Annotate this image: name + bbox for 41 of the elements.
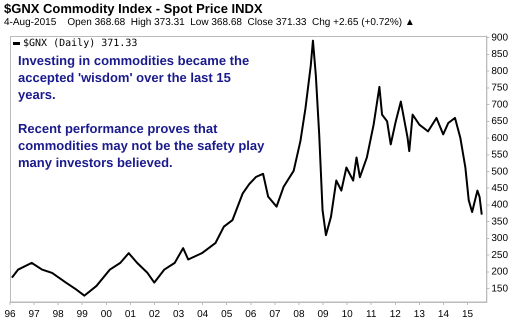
- x-tick-label: 00: [100, 308, 112, 320]
- y-tick-label: 800: [491, 66, 508, 77]
- annotation: Investing in commodities became the accepted 'wisdom' over the last 15 years.: [18, 52, 250, 103]
- y-tick-label: 450: [491, 182, 508, 194]
- y-tick-label: 150: [491, 283, 508, 294]
- y-tick-label: 900: [491, 32, 508, 44]
- x-tick-label: 02: [148, 308, 160, 320]
- y-tick-label: 650: [491, 116, 508, 128]
- x-tick-label: 99: [76, 308, 88, 320]
- annotation: Recent performance proves that commodities may not be the safety play many investors believed.: [18, 120, 266, 171]
- y-tick-label: 500: [491, 166, 508, 178]
- chart-title: $GNX Commodity Index - Spot Price INDX: [4, 1, 263, 16]
- x-tick-label: 01: [124, 308, 136, 320]
- x-tick-label: 09: [317, 308, 330, 320]
- x-tick-label: 12: [390, 308, 402, 320]
- y-tick-label: 400: [491, 200, 508, 211]
- x-tick-label: 97: [28, 308, 40, 320]
- y-tick-label: 200: [491, 266, 508, 278]
- x-tick-label: 05: [221, 308, 233, 320]
- x-tick-label: 10: [342, 308, 354, 320]
- x-tick-label: 06: [245, 308, 257, 320]
- y-tick-label: 300: [491, 233, 508, 244]
- y-tick-label: 750: [491, 82, 508, 94]
- x-tick-label: 98: [52, 308, 64, 320]
- x-tick-label: 14: [438, 308, 450, 320]
- x-tick-label: 15: [462, 308, 474, 320]
- y-tick-label: 550: [491, 150, 508, 161]
- y-tick-label: 700: [491, 99, 508, 110]
- x-tick-label: 13: [414, 308, 426, 320]
- legend-label: $GNX (Daily) 371.33: [23, 38, 138, 49]
- x-tick-label: 03: [173, 308, 185, 320]
- y-tick-label: 350: [491, 216, 508, 228]
- y-tick-label: 250: [491, 250, 508, 261]
- x-tick-label: 11: [366, 308, 377, 320]
- x-tick-label: 04: [197, 308, 209, 320]
- x-tick-label: 07: [269, 308, 281, 320]
- y-tick-label: 850: [491, 49, 508, 60]
- x-tick-label: 96: [4, 308, 16, 320]
- x-tick-label: 08: [293, 308, 305, 320]
- chart-subtitle: 4-Aug-2015 Open 368.68 High 373.31 Low 368.68 Close 371.33 Chg +2.65 (+0.72%) ▲: [4, 17, 415, 28]
- y-tick-label: 600: [491, 132, 508, 144]
